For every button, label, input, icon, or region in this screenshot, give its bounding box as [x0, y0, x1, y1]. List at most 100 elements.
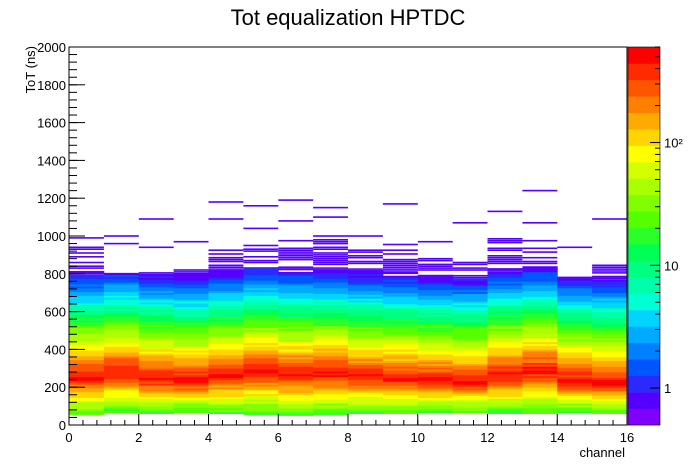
heatmap-bin [138, 375, 175, 379]
heatmap-bin [173, 403, 209, 406]
heatmap-bin [173, 329, 209, 332]
heatmap-bin [208, 290, 244, 293]
heatmap-bin [452, 325, 488, 328]
heatmap-bin [417, 320, 454, 323]
heatmap-bin [348, 319, 384, 322]
heatmap-bin [278, 377, 314, 380]
heatmap-bin [208, 394, 244, 397]
heatmap-bin [69, 365, 105, 368]
heatmap-bin [452, 365, 488, 368]
heatmap-bin [522, 347, 558, 350]
heatmap-bin [243, 382, 279, 385]
heatmap-bin [592, 313, 628, 316]
heatmap-bin [382, 294, 419, 297]
heatmap-bin [208, 283, 244, 286]
heatmap-bin [278, 322, 314, 326]
heatmap-bin [208, 387, 244, 390]
heatmap-bin [592, 300, 628, 303]
heatmap-bin [138, 345, 175, 348]
heatmap-bin [487, 311, 523, 314]
heatmap-bin [487, 343, 523, 346]
heatmap-bin [452, 367, 488, 370]
heatmap-bin [313, 312, 349, 315]
heatmap-bin [173, 397, 209, 400]
heatmap-bin [452, 363, 488, 366]
heatmap-bin [69, 382, 105, 385]
heatmap-bin [173, 293, 209, 296]
heatmap-bin [452, 340, 488, 344]
heatmap-bin [69, 348, 105, 351]
heatmap-bin [487, 385, 523, 388]
heatmap-bin [173, 401, 209, 404]
heatmap-bin [278, 368, 314, 371]
heatmap-bin [173, 320, 209, 323]
heatmap-bin [278, 389, 314, 392]
heatmap-bin [69, 397, 105, 400]
tail-bin [69, 273, 104, 275]
heatmap-bin [522, 317, 558, 320]
heatmap-bin [243, 348, 279, 351]
heatmap-bin [452, 403, 488, 406]
heatmap-bin [348, 271, 384, 275]
heatmap-bin [278, 390, 314, 394]
heatmap-bin [522, 389, 558, 392]
tail-bin [487, 270, 523, 272]
heatmap-bin [173, 374, 209, 378]
heatmap-bin [313, 407, 349, 410]
heatmap-bin [103, 303, 140, 306]
heatmap-bin [103, 382, 140, 385]
heatmap-bin [452, 382, 488, 385]
tail-bin [522, 262, 558, 265]
heatmap-bin [417, 337, 454, 340]
heatmap-bin [313, 276, 349, 279]
heatmap-bin [557, 350, 593, 353]
heatmap-bin [348, 302, 384, 305]
heatmap-bin [522, 315, 558, 318]
heatmap-bin [69, 310, 105, 313]
heatmap-bin [452, 297, 488, 300]
heatmap-bin [348, 351, 384, 354]
heatmap-bin [103, 274, 140, 277]
heatmap-bin [452, 397, 488, 400]
heatmap-bin [138, 409, 175, 413]
heatmap-bin [348, 383, 384, 386]
heatmap-bin [103, 374, 140, 378]
heatmap-bin [452, 331, 488, 334]
heatmap-bin [348, 287, 384, 290]
tail-bin [313, 242, 348, 245]
heatmap-bin [278, 347, 314, 350]
heatmap-bin [208, 315, 244, 318]
heatmap-bin [522, 309, 558, 312]
heatmap-bin [487, 379, 523, 382]
heatmap-bin [103, 401, 140, 404]
heatmap-bin [592, 322, 628, 326]
heatmap-bin [243, 270, 279, 274]
tail-bin [417, 259, 453, 262]
heatmap-bin [382, 390, 419, 394]
heatmap-bin [103, 399, 140, 402]
heatmap-bin [348, 275, 384, 278]
heatmap-bin [557, 322, 593, 325]
tail-bin [278, 239, 314, 242]
heatmap-bin [313, 357, 349, 361]
heatmap-bin [313, 403, 349, 406]
heatmap-bin [522, 300, 558, 303]
heatmap-bin [138, 389, 175, 392]
heatmap-bin [557, 369, 593, 372]
tail-bin [243, 256, 279, 258]
heatmap-bin [522, 356, 558, 360]
heatmap-bin [243, 393, 279, 396]
heatmap-bin [138, 321, 175, 324]
heatmap-bin [417, 318, 454, 321]
heatmap-bin [592, 390, 628, 394]
heatmap-bin [173, 405, 209, 408]
heatmap-bin [557, 352, 593, 355]
heatmap-bin [348, 273, 384, 276]
heatmap-bin [103, 393, 140, 396]
heatmap-bin [243, 359, 279, 362]
heatmap-bin [278, 319, 314, 322]
heatmap-bin [313, 335, 349, 338]
heatmap-bin [452, 323, 488, 327]
tail-bin [348, 256, 383, 259]
heatmap-bin [243, 322, 279, 325]
